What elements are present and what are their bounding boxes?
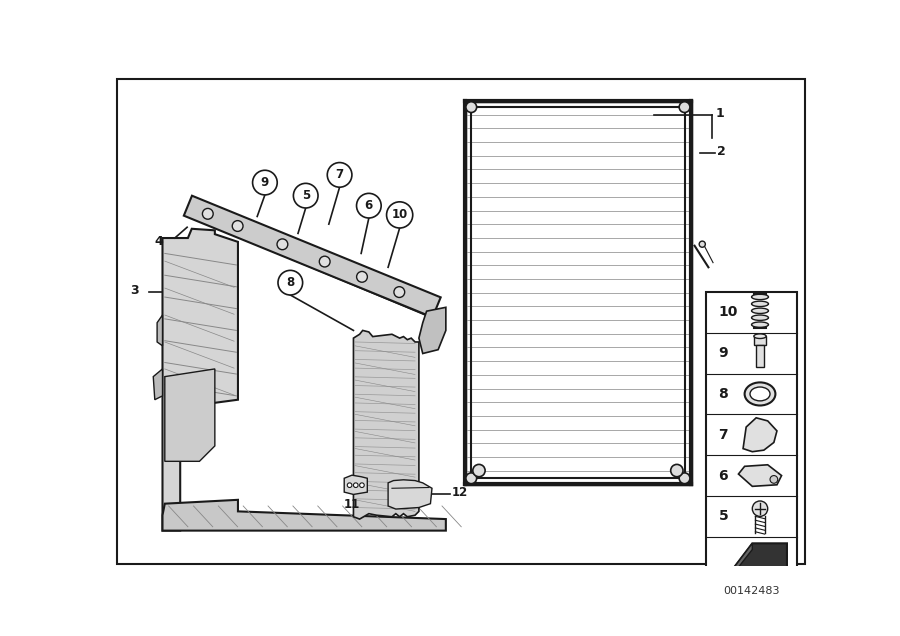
FancyBboxPatch shape [117,79,806,563]
Circle shape [328,163,352,187]
Circle shape [387,202,413,228]
Polygon shape [734,543,752,574]
Circle shape [347,483,352,488]
Polygon shape [743,418,777,452]
FancyBboxPatch shape [756,345,764,367]
Text: 12: 12 [452,486,468,499]
Circle shape [356,272,367,282]
FancyBboxPatch shape [754,336,766,345]
Circle shape [354,483,358,488]
Circle shape [356,193,382,218]
Text: 9: 9 [718,346,728,360]
Circle shape [394,287,405,298]
Text: 5: 5 [302,189,310,202]
Polygon shape [163,500,446,530]
Circle shape [278,270,302,295]
Ellipse shape [752,301,769,307]
Circle shape [320,256,330,267]
FancyBboxPatch shape [706,292,797,577]
Circle shape [277,239,288,250]
Text: 5: 5 [718,509,728,523]
Text: 8: 8 [718,387,728,401]
Ellipse shape [752,308,769,314]
Circle shape [699,241,706,247]
Text: 2: 2 [717,145,725,158]
Circle shape [293,183,318,208]
Circle shape [360,483,364,488]
Circle shape [232,221,243,232]
Polygon shape [354,331,418,519]
Text: 10: 10 [718,305,738,319]
Circle shape [202,209,213,219]
Circle shape [253,170,277,195]
Text: 6: 6 [364,199,373,212]
Polygon shape [738,465,781,487]
Circle shape [466,473,477,483]
Ellipse shape [752,294,769,300]
Circle shape [466,102,477,113]
Ellipse shape [750,387,770,401]
Polygon shape [153,369,163,399]
Polygon shape [158,315,163,346]
Ellipse shape [754,334,766,338]
Text: 8: 8 [286,276,294,289]
Text: 4: 4 [155,235,164,249]
Text: 11: 11 [344,497,360,511]
Polygon shape [388,480,432,509]
Circle shape [472,464,485,477]
Text: 1: 1 [716,107,724,120]
Circle shape [680,102,690,113]
Polygon shape [734,543,787,569]
Ellipse shape [744,382,776,406]
Polygon shape [165,369,215,461]
Text: 9: 9 [261,176,269,189]
Ellipse shape [752,322,769,328]
Circle shape [752,501,768,516]
Polygon shape [344,475,367,494]
Text: 10: 10 [392,209,408,221]
Text: 7: 7 [718,428,728,442]
Text: 3: 3 [130,284,139,297]
Polygon shape [163,229,238,530]
Polygon shape [465,101,690,485]
Text: 00142483: 00142483 [724,586,779,597]
Polygon shape [418,307,446,354]
Polygon shape [184,196,441,317]
Ellipse shape [752,315,769,321]
Circle shape [670,464,683,477]
Text: 7: 7 [336,169,344,181]
Circle shape [770,476,778,483]
Circle shape [680,473,690,483]
Text: 6: 6 [718,469,728,483]
